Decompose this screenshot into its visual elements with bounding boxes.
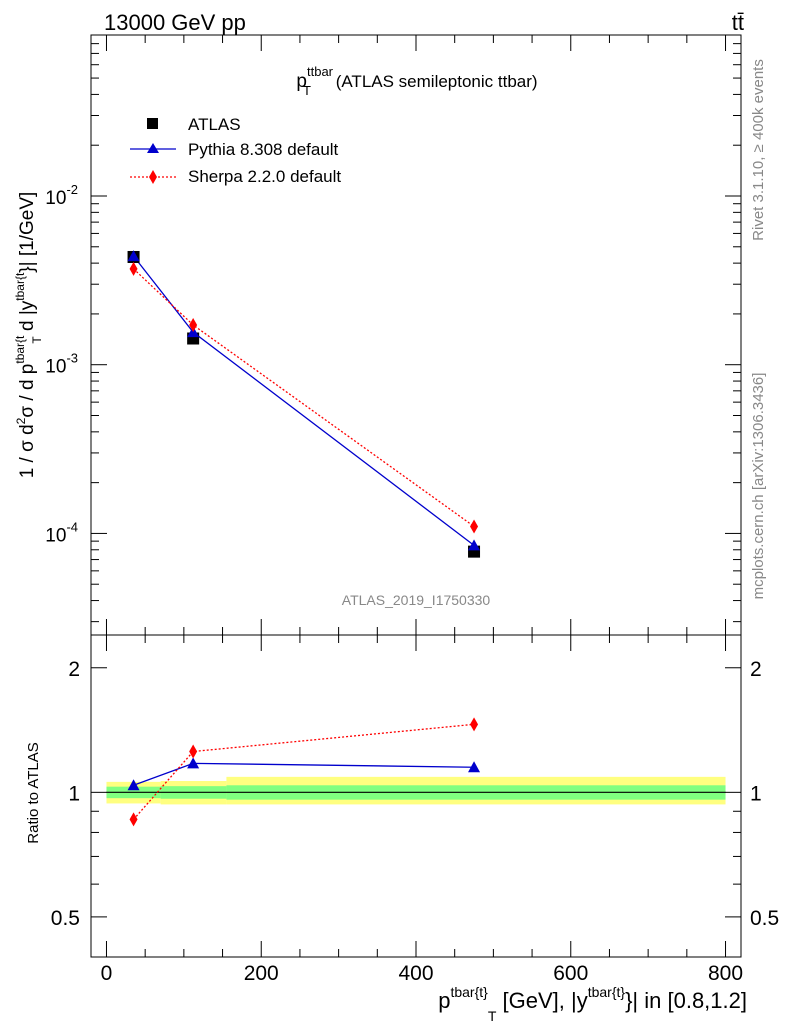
legend-label-atlas: ATLAS — [188, 115, 241, 134]
point-sherpa-2 — [470, 519, 479, 534]
ratio-xtick-label-3: 600 — [553, 962, 588, 985]
legend-label-sherpa: Sherpa 2.2.0 default — [188, 167, 341, 186]
ratio-ytick-label-right-2: 2 — [750, 658, 762, 681]
ratio-line-sherpa — [133, 723, 475, 820]
legend: ATLAS Pythia 8.308 default Sherpa 2.2.0 … — [130, 115, 341, 186]
ratio-ytick-label-left-1: 1 — [68, 782, 80, 805]
legend-label-pythia: Pythia 8.308 default — [188, 140, 339, 159]
rivet-label: Rivet 3.1.10, ≥ 400k events — [750, 59, 767, 241]
legend-marker-pythia — [147, 143, 159, 153]
legend-marker-atlas — [147, 118, 158, 129]
ratio-ytick-label-right-1: 1 — [750, 782, 762, 805]
main-panel: 10-2 10-3 10-4 pttbar T (ATLAS semileptonic… — [13, 34, 742, 636]
main-ylabel: 1 / σ d2σ / d ptbar{t T d |ytbar{t}| [1/G… — [13, 192, 44, 479]
title-sub: T — [303, 83, 311, 98]
main-title: pttbar T (ATLAS semileptonic ttbar) — [296, 64, 537, 98]
energy-label: 13000 GeV pp — [104, 10, 246, 35]
ratio-ytick-label-left-0: 0.5 — [51, 907, 80, 930]
main-ticks: 10-2 10-3 10-4 — [45, 34, 741, 635]
main-ytick-label-0: 10-2 — [45, 182, 78, 209]
process-label: tt̄ — [732, 10, 744, 35]
point-sherpa-0 — [129, 261, 138, 276]
ratio-xtick-label-4: 800 — [708, 962, 743, 985]
ratio-marks — [106, 717, 726, 827]
ratio-point-sherpa-1 — [189, 744, 198, 759]
ratio-ytick-label-right-0: 0.5 — [750, 907, 779, 930]
ratio-xtick-label-1: 200 — [244, 962, 279, 985]
legend-marker-sherpa — [149, 170, 157, 184]
main-marks — [127, 250, 481, 558]
ratio-ylabel: Ratio to ATLAS — [25, 742, 42, 843]
ratio-ticks: 0.5 0.5 1 1 2 2 0 200 400 600 800 — [51, 635, 779, 985]
ratio-point-pythia-0 — [127, 779, 140, 791]
ratio-panel: 0.5 0.5 1 1 2 2 0 200 400 600 800 Ratio to ATLAS p… — [25, 634, 779, 1024]
main-ytick-label-1: 10-3 — [45, 351, 78, 378]
series-line-sherpa — [133, 268, 475, 527]
ratio-xlabel: ptbar{t}T [GeV], |ytbar{t}}| in [0.8,1.2… — [438, 984, 747, 1024]
title-rest: (ATLAS semileptonic ttbar) — [331, 72, 538, 91]
point-pythia-2 — [468, 539, 481, 551]
point-sherpa-1 — [189, 317, 198, 332]
ratio-xtick-label-0: 0 — [101, 962, 113, 985]
series-line-pythia — [133, 255, 475, 546]
point-pythia-0 — [127, 250, 140, 262]
ratio-xtick-label-2: 400 — [398, 962, 433, 985]
title-p: p — [296, 71, 307, 92]
mcplots-label: mcplots.cern.ch [arXiv:1306.3436] — [750, 373, 767, 600]
ratio-point-pythia-1 — [187, 757, 200, 769]
main-ytick-label-2: 10-4 — [45, 519, 78, 546]
title-sup: ttbar — [307, 64, 334, 79]
ratio-ytick-label-left-2: 2 — [68, 658, 80, 681]
ratio-point-sherpa-0 — [129, 812, 138, 827]
ratio-point-sherpa-2 — [470, 717, 479, 732]
analysis-watermark: ATLAS_2019_I1750330 — [342, 592, 491, 608]
ratio-point-pythia-2 — [468, 761, 481, 773]
